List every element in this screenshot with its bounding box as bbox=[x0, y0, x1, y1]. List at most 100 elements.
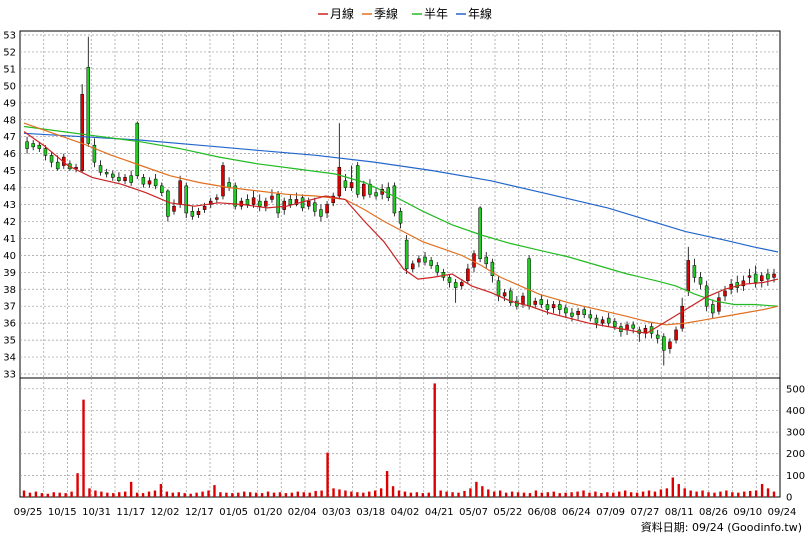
candle-body bbox=[184, 185, 188, 214]
volume-bar bbox=[737, 492, 740, 497]
candle-body bbox=[111, 173, 115, 178]
volume-bar bbox=[350, 491, 353, 497]
candle-body bbox=[662, 336, 666, 351]
volume-bar bbox=[368, 491, 371, 497]
volume-bar bbox=[225, 492, 228, 497]
candle-body bbox=[600, 319, 605, 324]
volume-bar bbox=[719, 491, 722, 497]
x-tick-label: 09/25 bbox=[14, 507, 43, 518]
volume-bar bbox=[314, 490, 317, 497]
volume-tick-label: 400 bbox=[786, 406, 805, 417]
ma-month-line bbox=[23, 131, 779, 334]
volume-bar bbox=[564, 492, 567, 497]
candle-body bbox=[447, 277, 452, 283]
candle-body bbox=[435, 265, 440, 273]
volume-tick-label: 100 bbox=[786, 471, 805, 482]
candle-body bbox=[239, 200, 244, 207]
volume-bar bbox=[683, 488, 686, 497]
volume-bar bbox=[58, 492, 61, 497]
volume-panel bbox=[19, 377, 781, 498]
volume-bar bbox=[397, 490, 401, 497]
candle-body bbox=[117, 177, 121, 182]
volume-bar bbox=[379, 488, 383, 497]
volume-bar bbox=[612, 492, 615, 497]
volume-bar bbox=[725, 490, 728, 497]
volume-bar bbox=[540, 492, 544, 497]
x-tick-label: 09/24 bbox=[768, 507, 797, 518]
candle-body bbox=[698, 277, 703, 285]
candle-body bbox=[215, 197, 219, 200]
candle-body bbox=[460, 282, 464, 287]
candle-body bbox=[686, 260, 691, 292]
volume-bar bbox=[373, 490, 377, 497]
candle-body bbox=[576, 311, 580, 315]
price-tick-label: 53 bbox=[3, 31, 16, 42]
candle-body bbox=[92, 144, 97, 163]
volume-bar bbox=[635, 492, 639, 497]
legend-label: 半年 bbox=[424, 7, 448, 21]
price-tick-label: 44 bbox=[3, 183, 16, 194]
candle-body bbox=[741, 280, 746, 287]
x-tick-label: 06/08 bbox=[528, 507, 557, 518]
volume-bar bbox=[106, 492, 109, 497]
volume-bar bbox=[219, 492, 222, 497]
ma-half-line bbox=[23, 125, 779, 307]
volume-bar bbox=[46, 493, 50, 497]
candle-body bbox=[25, 141, 29, 149]
candle-body bbox=[319, 209, 323, 217]
volume-tick-label: 500 bbox=[786, 384, 805, 395]
candle-body bbox=[362, 183, 366, 197]
candle-body bbox=[606, 317, 611, 324]
candle-body bbox=[472, 253, 476, 268]
candle-body bbox=[135, 122, 140, 176]
ma-year-line bbox=[23, 132, 779, 253]
volume-bar bbox=[445, 491, 448, 497]
volume-bar bbox=[100, 491, 103, 497]
x-tick-label: 11/17 bbox=[116, 507, 145, 518]
candle-body bbox=[270, 195, 274, 200]
volume-bar bbox=[332, 488, 335, 497]
volume-tick-label: 200 bbox=[786, 449, 805, 460]
candle-body bbox=[288, 199, 293, 205]
volume-bar bbox=[308, 492, 311, 497]
x-tick-label: 07/09 bbox=[596, 507, 625, 518]
candle-body bbox=[398, 211, 403, 224]
candle-body bbox=[527, 258, 531, 307]
volume-bar bbox=[641, 491, 645, 497]
volume-bar bbox=[34, 491, 38, 497]
legend-label: 月線 bbox=[330, 6, 354, 21]
volume-bar bbox=[254, 492, 258, 497]
x-tick-label: 01/20 bbox=[253, 507, 282, 518]
x-tick-label: 04/02 bbox=[391, 507, 420, 518]
volume-bar bbox=[576, 491, 579, 497]
volume-bar bbox=[52, 492, 55, 497]
x-tick-label: 10/15 bbox=[48, 507, 77, 518]
volume-bar bbox=[201, 491, 204, 497]
candle-body bbox=[478, 207, 482, 259]
ma-quarter-line bbox=[23, 122, 779, 326]
candle-body bbox=[104, 172, 109, 175]
volume-bar bbox=[320, 490, 323, 497]
source-label: 資料日期: 09/24 (Goodinfo.tw) bbox=[640, 521, 802, 534]
volume-bar bbox=[153, 490, 157, 497]
price-tick-label: 35 bbox=[3, 336, 16, 347]
legend-label: 年線 bbox=[468, 6, 492, 21]
candle-body bbox=[564, 307, 568, 314]
x-tick-label: 08/26 bbox=[699, 507, 728, 518]
candle-body bbox=[264, 200, 268, 207]
volume-bar bbox=[237, 492, 240, 497]
legend-label: 季線 bbox=[374, 6, 398, 21]
candle-body bbox=[539, 299, 544, 305]
volume-bar bbox=[623, 490, 627, 497]
volume-bar bbox=[118, 492, 121, 497]
candle-body bbox=[196, 211, 201, 215]
volume-bar bbox=[534, 490, 538, 497]
volume-bar bbox=[689, 490, 692, 497]
volume-bar bbox=[558, 493, 561, 497]
volume-bar bbox=[570, 492, 573, 497]
volume-bar bbox=[582, 490, 585, 497]
volume-bar bbox=[189, 493, 192, 497]
volume-bar bbox=[701, 490, 704, 497]
